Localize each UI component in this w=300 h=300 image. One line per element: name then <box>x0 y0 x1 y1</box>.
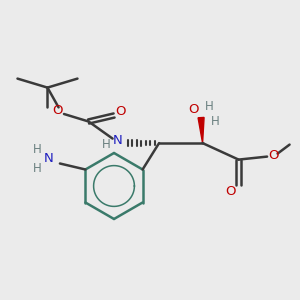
Text: H: H <box>32 162 41 176</box>
Text: O: O <box>188 103 199 116</box>
Text: N: N <box>113 134 123 147</box>
Text: O: O <box>225 185 236 198</box>
Text: H: H <box>211 115 220 128</box>
Text: O: O <box>116 105 126 119</box>
Polygon shape <box>198 117 204 143</box>
Text: N: N <box>44 152 54 166</box>
Text: O: O <box>52 104 63 117</box>
Text: H: H <box>205 100 214 113</box>
Text: O: O <box>268 148 279 162</box>
Text: H: H <box>32 142 41 156</box>
Text: H: H <box>102 138 111 151</box>
